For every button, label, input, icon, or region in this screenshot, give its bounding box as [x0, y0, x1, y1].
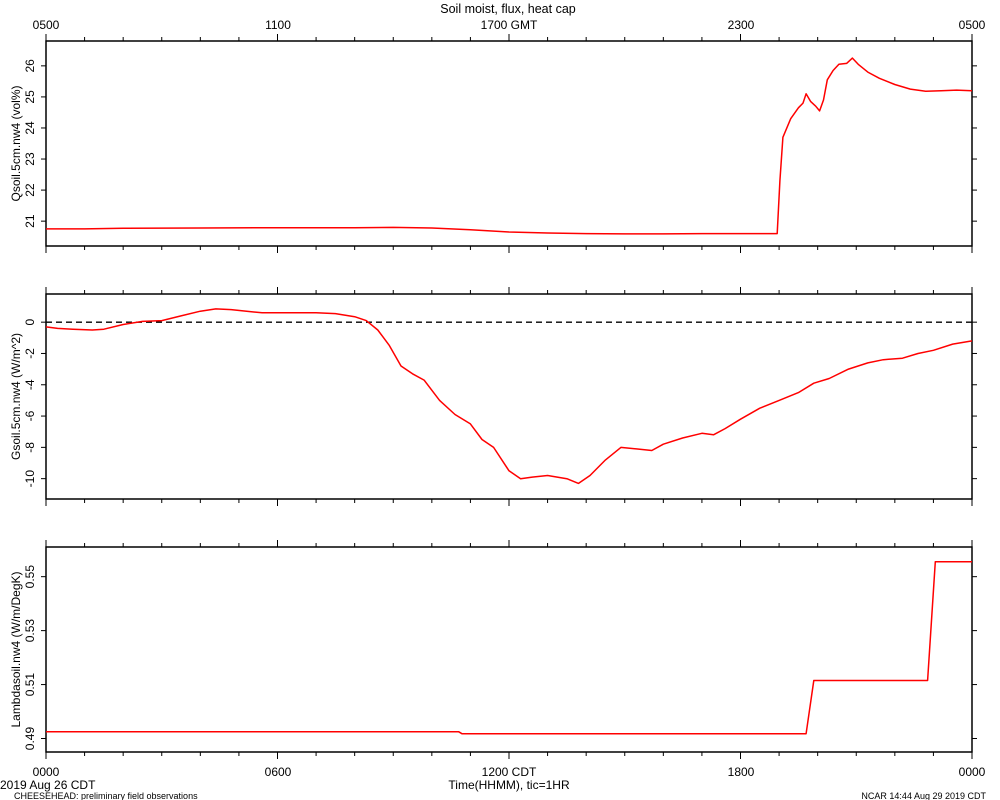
- y-axis-label: Qsoil.5cm.nw4 (vol%): [9, 85, 23, 201]
- plot-frame: [45, 546, 973, 753]
- top-axis-label: 0500: [33, 18, 60, 32]
- y-tick-label: 0.55: [23, 565, 37, 589]
- bottom-axis-label: 1200 CDT: [482, 765, 537, 779]
- y-tick-label: -10: [23, 470, 37, 488]
- top-axis-labels: 0500 1100 1700 GMT 2300 0500: [33, 18, 986, 32]
- y-tick-label: -6: [23, 410, 37, 421]
- y-tick-label: 0.49: [23, 727, 37, 751]
- y-tick-label: -8: [23, 442, 37, 453]
- date-label: 2019 Aug 26 CDT: [0, 778, 96, 792]
- y-tick-label: 25: [23, 90, 37, 104]
- y-tick-label: 26: [23, 59, 37, 73]
- y-tick-label: -4: [23, 379, 37, 390]
- footer-right: NCAR 14:44 Aug 29 2019 CDT: [861, 791, 986, 800]
- x-axis-label: Time(HHMM), tic=1HR: [448, 778, 570, 792]
- top-axis-label: 1100: [265, 18, 291, 32]
- series-line: [45, 308, 973, 485]
- footer-left: CHEESEHEAD: preliminary field observatio…: [14, 791, 198, 800]
- series-line: [46, 57, 973, 235]
- y-tick-label: -2: [23, 348, 37, 359]
- figure-title: Soil moist, flux, heat cap: [440, 2, 576, 16]
- top-axis-label: 1700 GMT: [481, 18, 538, 32]
- y-tick-label: 0: [23, 319, 37, 326]
- bottom-axis-label: 1800: [728, 765, 755, 779]
- bottom-axis-label: 0000: [959, 765, 986, 779]
- y-tick-label: 24: [23, 121, 37, 135]
- y-tick-label: 0.53: [23, 619, 37, 643]
- top-axis-label: 0500: [959, 18, 986, 32]
- y-tick-label: 23: [23, 152, 37, 166]
- y-axis-label: Lambdasoil.nw4 (W/m/DegK): [9, 571, 23, 727]
- bottom-axis-labels: 0000 0600 1200 CDT 1800 0000: [33, 765, 986, 779]
- top-axis-label: 2300: [728, 18, 755, 32]
- y-tick-label: 21: [23, 214, 37, 228]
- y-axis-label: Gsoil.5cm.nw4 (W/m^2): [9, 333, 23, 460]
- plot-frame: [45, 293, 973, 500]
- y-tick-label: 0.51: [23, 673, 37, 697]
- y-tick-label: 22: [23, 183, 37, 197]
- series-line: [46, 561, 972, 735]
- bottom-axis-label: 0000: [33, 765, 60, 779]
- bottom-axis-label: 0600: [265, 765, 292, 779]
